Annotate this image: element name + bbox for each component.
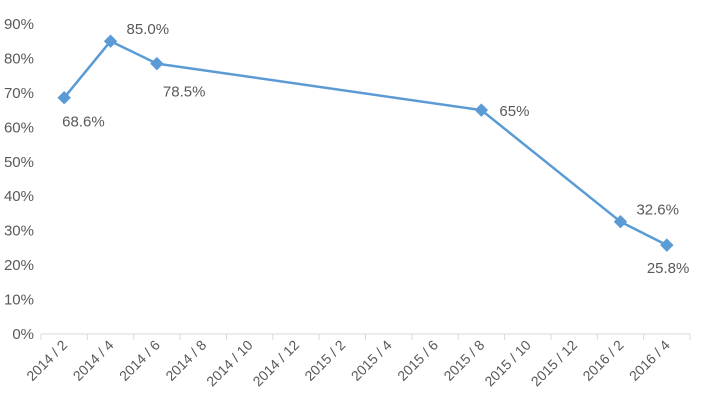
- x-tick-label: 2016 / 2: [579, 337, 626, 384]
- series-line: [63, 39, 668, 247]
- data-point-marker: [103, 34, 118, 48]
- data-label: 65%: [499, 103, 529, 120]
- x-tick-label: 2014 / 2: [23, 337, 70, 384]
- data-point-marker: [660, 238, 674, 252]
- data-label: 32.6%: [636, 202, 679, 219]
- y-tick-label: 10%: [4, 292, 34, 309]
- data-markers: [57, 34, 674, 252]
- x-tick-label: 2015 / 6: [394, 337, 441, 384]
- x-tick-label: 2014 / 8: [162, 337, 209, 384]
- y-tick-label: 80%: [4, 50, 34, 67]
- data-point-marker: [613, 215, 628, 229]
- y-tick-label: 30%: [4, 223, 34, 240]
- x-tick-label: 2016 / 4: [626, 337, 673, 384]
- data-label: 85.0%: [127, 21, 170, 38]
- y-tick-label: 20%: [4, 257, 34, 274]
- x-tick-label: 2015 / 8: [440, 337, 487, 384]
- data-point-marker: [57, 91, 71, 105]
- x-tick-label: 2014 / 12: [249, 337, 302, 390]
- y-tick-label: 70%: [4, 85, 34, 102]
- x-tick-label: 2014 / 10: [203, 337, 256, 390]
- data-labels: 68.6% 85.0% 78.5% 65% 32.6% 25.8%: [62, 21, 689, 277]
- x-tick-label: 2015 / 4: [348, 337, 395, 384]
- y-tick-label: 40%: [4, 188, 34, 205]
- y-tick-label: 0%: [12, 326, 34, 343]
- data-point-marker: [150, 56, 164, 71]
- x-tick-label: 2015 / 12: [528, 337, 581, 390]
- y-tick-label: 90%: [4, 16, 34, 33]
- x-tick-label: 2015 / 10: [481, 337, 534, 390]
- y-tick-label: 60%: [4, 119, 34, 136]
- x-tick-label: 2015 / 2: [301, 337, 348, 384]
- data-label: 68.6%: [62, 114, 105, 131]
- data-label: 25.8%: [647, 260, 690, 277]
- x-tick-label: 2014 / 4: [70, 337, 117, 384]
- data-label: 78.5%: [163, 84, 206, 101]
- y-tick-label: 50%: [4, 154, 34, 171]
- x-tick-label: 2014 / 6: [116, 337, 163, 384]
- y-axis-tick-labels: 0% 10% 20% 30% 40% 50% 60% 70% 80% 90%: [4, 16, 34, 343]
- data-point-marker: [474, 103, 489, 117]
- x-axis-ticks: [40, 334, 691, 340]
